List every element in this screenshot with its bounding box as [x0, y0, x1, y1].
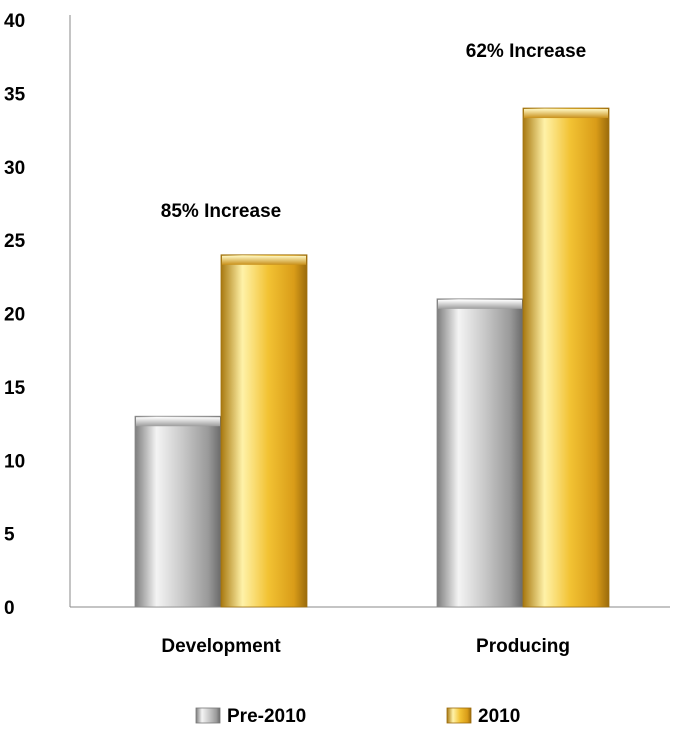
y-tick-label: 35	[4, 84, 26, 105]
legend-label: 2010	[478, 706, 520, 727]
bar-pre-2010-development	[134, 415, 222, 608]
y-tick-label: 30	[4, 158, 25, 179]
bar-pre-2010-producing	[436, 298, 524, 608]
bar-cap	[222, 255, 306, 265]
y-tick-label: 40	[4, 11, 25, 32]
y-tick-label: 20	[4, 305, 25, 326]
y-tick-label: 10	[4, 451, 25, 472]
y-tick-label: 5	[4, 525, 15, 546]
annotation-label: 62% Increase	[466, 41, 586, 62]
bar-2010-producing	[522, 107, 610, 608]
x-tick-label: Development	[161, 636, 281, 657]
bar-2010-development	[220, 254, 308, 608]
legend-swatch	[195, 707, 221, 724]
y-tick-label: 15	[4, 378, 26, 399]
y-tick-label: 25	[4, 231, 26, 252]
legend-swatch	[446, 707, 472, 724]
plot-area: 0 5 10 15 20 25 30 35 40 Development Producing 85% …	[4, 11, 670, 657]
annotation-label: 85% Increase	[161, 201, 281, 222]
legend: Pre-2010 2010	[195, 706, 520, 727]
legend-label: Pre-2010	[227, 706, 306, 727]
y-tick-label: 0	[4, 598, 15, 619]
bar-cap	[524, 109, 608, 119]
bar-cap	[136, 417, 220, 427]
x-tick-label: Producing	[476, 636, 570, 657]
bar-cap	[438, 299, 522, 309]
